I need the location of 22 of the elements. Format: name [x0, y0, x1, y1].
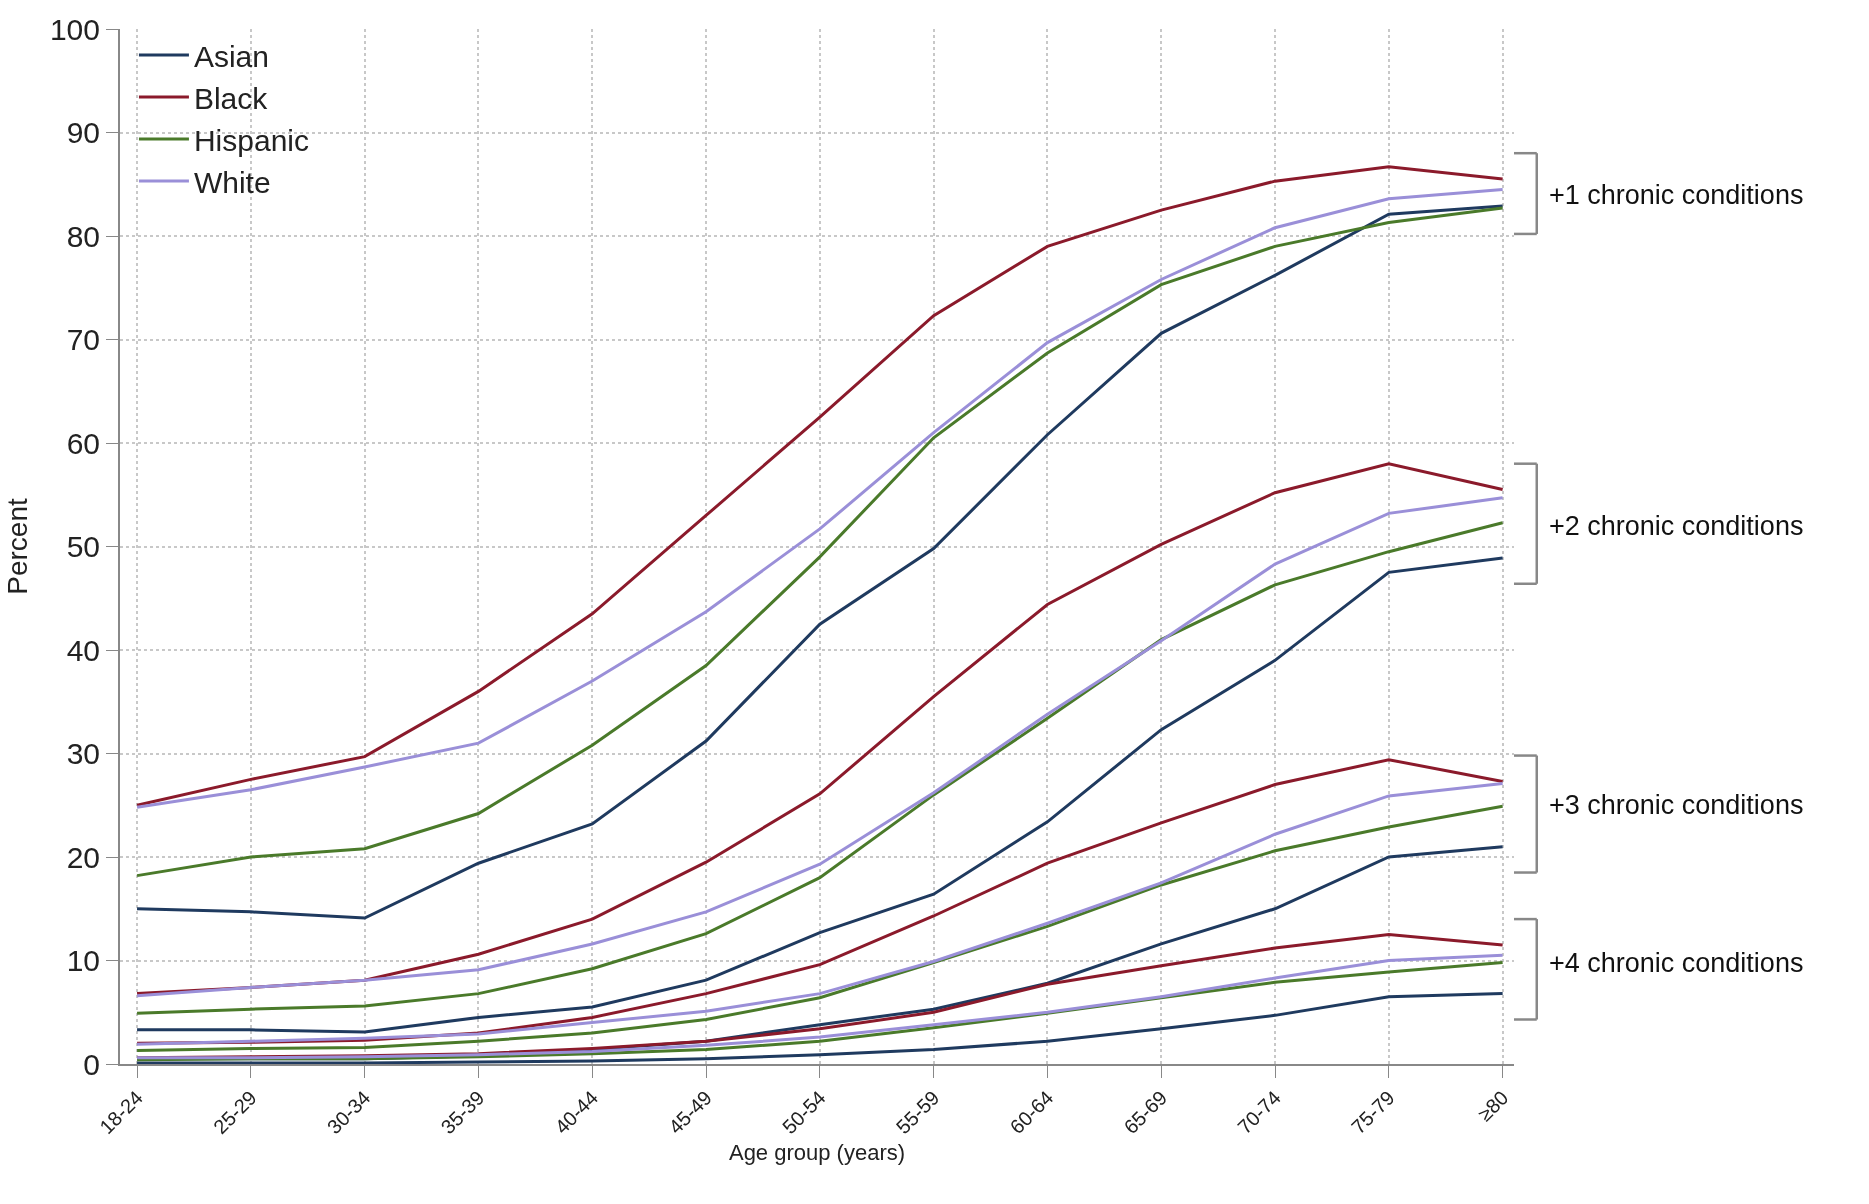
y-tick-label: 60: [66, 426, 100, 460]
y-tick-label: 30: [66, 737, 100, 770]
legend-label: Hispanic: [193, 123, 309, 157]
y-tick-label: 100: [49, 12, 100, 46]
y-tick-label: 0: [83, 1047, 100, 1081]
y-tick-label: 20: [66, 840, 100, 874]
legend-label: Black: [193, 81, 269, 115]
y-tick-label: 90: [66, 116, 100, 149]
y-tick-label: 70: [66, 323, 100, 356]
x-axis-title: Age group (years): [728, 1140, 906, 1166]
x-tick-label: ≥80: [1473, 1086, 1513, 1126]
y-tick-label: 50: [66, 530, 100, 563]
annotation: +4 chronic conditions: [1549, 948, 1804, 978]
legend-label: White: [193, 165, 271, 199]
legend-label: Asian: [193, 39, 269, 73]
y-axis-title: Percent: [2, 498, 34, 595]
annotation: +1 chronic conditions: [1549, 180, 1804, 210]
y-tick-label: 80: [66, 219, 100, 253]
annotation: +3 chronic conditions: [1549, 790, 1804, 820]
y-tick-label: 10: [66, 944, 100, 977]
y-tick-label: 40: [66, 633, 100, 667]
annotation: +2 chronic conditions: [1549, 511, 1804, 541]
